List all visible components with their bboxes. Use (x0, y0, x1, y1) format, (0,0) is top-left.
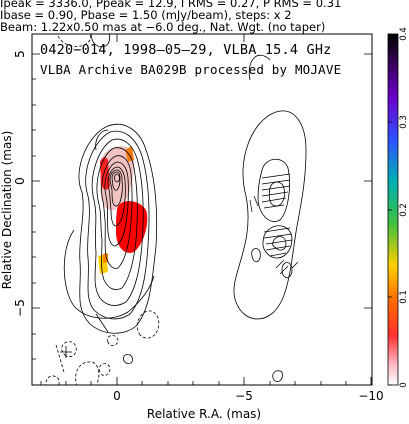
colorbar-label-0: 0 (399, 382, 409, 387)
colorbar-label-0.1: 0.1 (399, 290, 409, 304)
header-line-1: Ipeak = 3336.0, Ppeak = 12.9, I RMS = 0.… (0, 0, 342, 10)
header-line-2: Ibase = 0.90, Pbase = 1.50 (mJy/beam), s… (0, 8, 292, 22)
plot-frame (31, 33, 373, 386)
archive-note: VLBA Archive BA029B processed by MOJAVE (40, 62, 342, 77)
header-line-3: Beam: 1.22x0.50 mas at −6.0 deg., Nat. W… (0, 20, 326, 34)
pol-orange-region-low (103, 253, 108, 263)
pol-red-region-main (116, 201, 148, 253)
axis-ticks (32, 34, 372, 385)
colorbar (387, 33, 399, 386)
pol-orange-region (125, 146, 134, 162)
x-tick-label-1: −5 (235, 389, 253, 403)
colorbar-label-0.2: 0.2 (399, 203, 409, 217)
reference-marks (60, 261, 299, 358)
source-title: 0420−014, 1998–05–29, VLBA 15.4 GHz (40, 42, 332, 58)
x-tick-label-2: −10 (358, 389, 383, 403)
x-tick-label-0: 0 (113, 389, 121, 403)
polarization-contours (233, 54, 307, 382)
y-tick-label-1: 0 (13, 177, 27, 185)
y-axis-title: Relative Declination (mas) (0, 131, 14, 290)
map-layer (45, 34, 307, 385)
colorbar-label-0.4: 0.4 (399, 27, 409, 41)
y-tick-label-2: −5 (13, 299, 27, 317)
x-axis-title: Relative R.A. (mas) (147, 407, 261, 421)
colorbar-ticks (388, 33, 392, 386)
colorbar-label-0.3: 0.3 (399, 115, 409, 129)
intensity-contours (45, 34, 160, 385)
y-tick-label-0: 5 (13, 50, 27, 58)
